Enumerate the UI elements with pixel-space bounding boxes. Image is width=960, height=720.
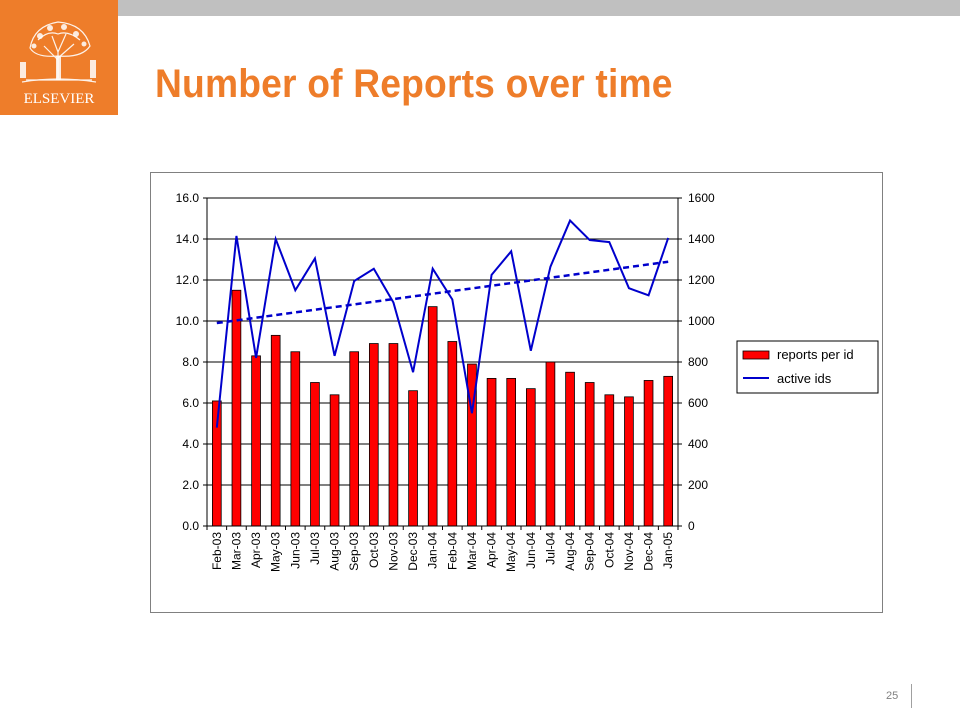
bar [584,382,595,527]
page-number: 25 [886,690,899,702]
x-tick-label: May-03 [269,532,283,572]
y-left-tick-label: 14.0 [176,232,200,246]
x-tick-label: Jul-03 [308,532,322,565]
tree-icon: ELSEVIER [0,0,118,115]
bar [368,343,379,527]
bar [624,396,634,527]
x-tick-label: Feb-03 [210,532,224,570]
bar [388,343,399,527]
bar [663,375,674,527]
y-left-tick-label: 2.0 [182,478,199,492]
bar [349,351,360,527]
y-right-tick-label: 800 [688,355,708,369]
y-left-tick-label: 8.0 [182,355,199,369]
y-right-tick-label: 1000 [688,314,715,328]
bar [565,371,575,527]
y-right-tick-label: 1200 [688,273,715,287]
x-tick-label: Apr-04 [485,532,499,568]
y-left-tick-label: 10.0 [176,314,200,328]
y-left-tick-label: 0.0 [182,519,199,533]
x-tick-label: Feb-04 [445,532,459,570]
y-right-tick-label: 200 [688,478,708,492]
trend-line [216,260,669,325]
x-tick-label: Sep-04 [583,532,597,571]
logo-wordmark: ELSEVIER [24,91,95,107]
bar [545,361,556,527]
x-tick-label: Sep-03 [347,532,361,571]
bar [486,377,497,527]
chart-container: 0.0 2.0 4.0 6.0 8.0 10.0 12.0 14.0 16.0 0 200 400 60… [150,172,883,613]
y-left-tick-label: 16.0 [176,191,200,205]
series-line-active-ids [215,218,670,428]
page-title: Number of Reports over time [155,62,673,106]
reports-chart: 0.0 2.0 4.0 6.0 8.0 10.0 12.0 14.0 16.0 0 200 400 60… [176,191,879,572]
page-divider [911,684,912,708]
bar [251,355,261,527]
x-tick-label: Dec-04 [642,532,656,571]
bar [270,334,281,527]
x-tick-label: Jul-04 [543,532,557,565]
y-right-tick-label: 0 [688,519,695,533]
bar [525,388,536,527]
y-right-tick-label: 600 [688,396,708,410]
legend-label: reports per id [777,347,854,362]
x-tick-label: Mar-04 [465,532,479,570]
elsevier-logo: ELSEVIER [0,0,118,115]
x-tick-label: May-04 [504,532,518,572]
bar [427,306,438,527]
bar [329,394,340,527]
y-right-tick-label: 1600 [688,191,715,205]
bar [310,382,320,527]
bar [604,394,615,527]
x-tick-label: Dec-03 [406,532,420,571]
y-right-tick-label: 1400 [688,232,715,246]
y-right-tick-label: 400 [688,437,708,451]
x-tick-label: Nov-04 [622,532,636,571]
top-bar [118,0,960,16]
bar [447,341,458,527]
legend-label: active ids [777,371,832,386]
bar [643,380,654,527]
x-tick-label: Jan-05 [661,532,675,569]
y-left-tick-label: 4.0 [182,437,199,451]
x-tick-label: Jan-04 [426,532,440,569]
x-tick-label: Nov-03 [386,532,400,571]
bar [290,351,301,527]
legend-swatch-bar [742,350,770,360]
bar [408,390,418,527]
x-tick-label: Jun-04 [524,532,538,569]
x-tick-label: Jun-03 [288,532,302,569]
x-tick-label: Aug-03 [328,532,342,571]
x-tick-label: Mar-03 [229,532,243,570]
bar [231,289,242,527]
y-left-tick-label: 6.0 [182,396,199,410]
x-tick-label: Aug-04 [563,532,577,571]
x-tick-label: Oct-04 [602,532,616,568]
x-tick-label: Apr-03 [249,532,263,568]
x-tick-label: Oct-03 [367,532,381,568]
y-left-tick-label: 12.0 [176,273,200,287]
bar [506,377,517,527]
legend-box [736,340,879,394]
